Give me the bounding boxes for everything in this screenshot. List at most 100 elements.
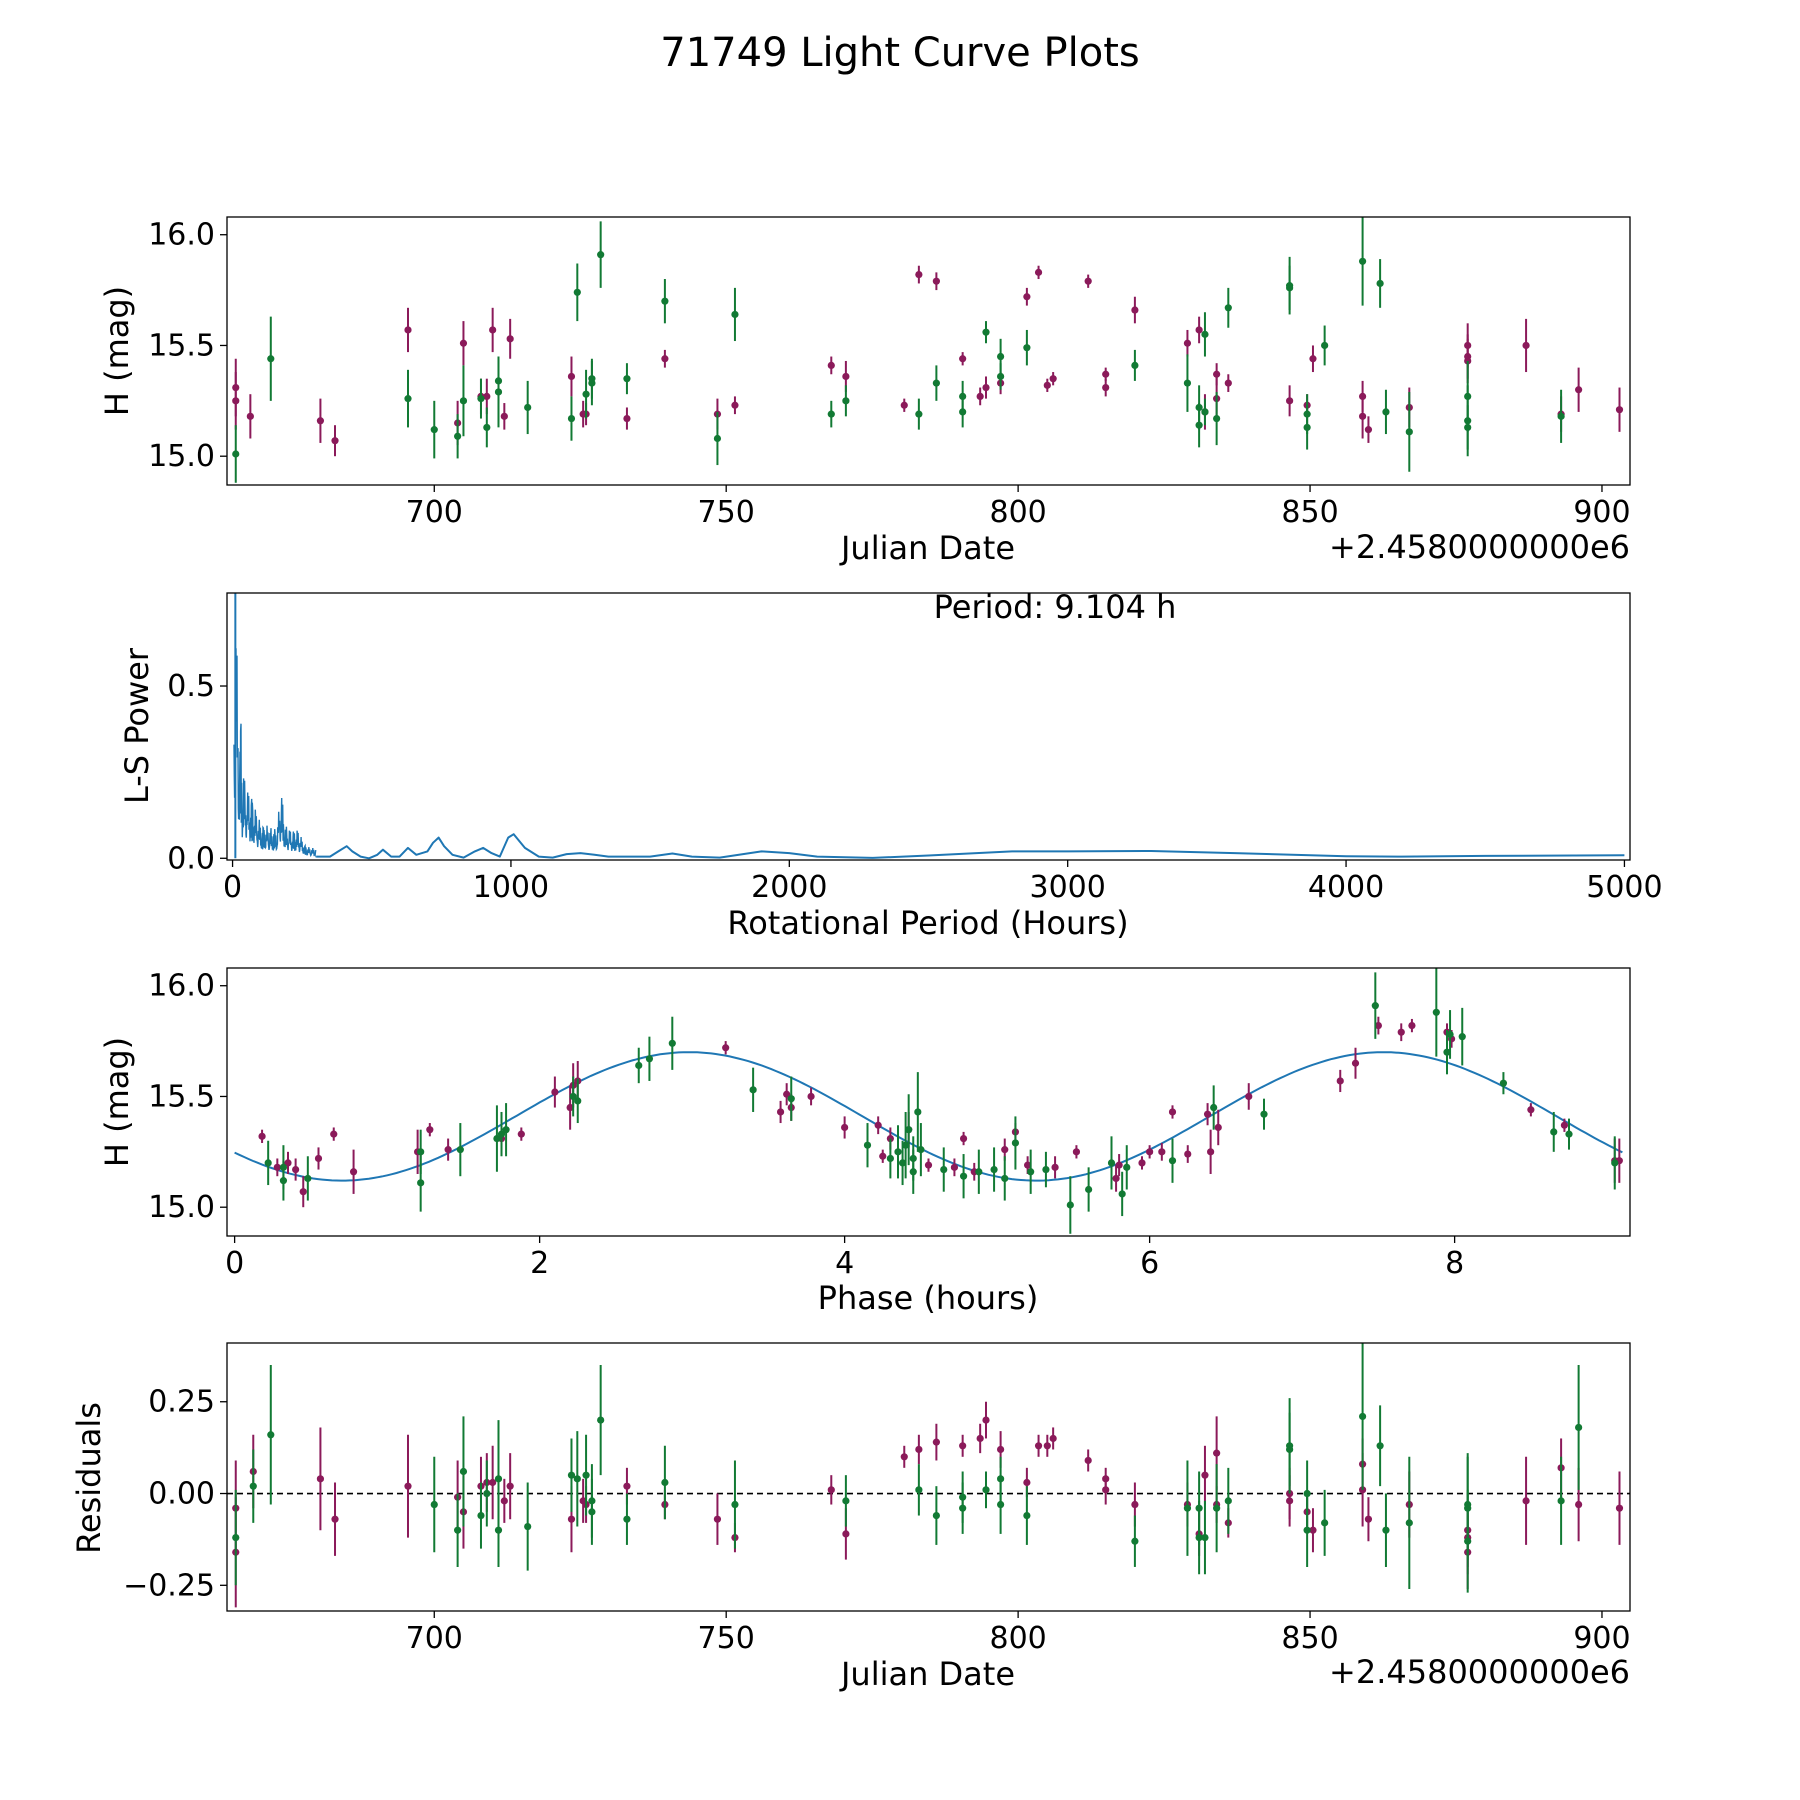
- filter-b-point: [567, 1471, 576, 1479]
- filter-a-point: [874, 1121, 882, 1129]
- filter-a-point: [331, 1515, 339, 1523]
- phased-ytick-label: 15.5: [148, 1079, 215, 1114]
- filter-a-point: [1146, 1148, 1154, 1156]
- filter-b-point: [898, 1159, 907, 1167]
- filter-a-point: [566, 1103, 574, 1112]
- filter-b-point: [635, 1061, 643, 1070]
- filter-b-point: [842, 1497, 850, 1505]
- filter-b-point: [1565, 1130, 1573, 1138]
- lightcurve-ytick-label: 16.0: [148, 218, 215, 253]
- filter-a-point: [1408, 1021, 1416, 1030]
- filter-b-point: [1321, 1519, 1329, 1527]
- periodogram-smooth-line: [316, 833, 1625, 860]
- filter-b-point: [1131, 1537, 1139, 1545]
- lightcurve-ticks: 700 750 800 850 900 15.0 15.5 16.0: [148, 218, 1630, 530]
- filter-a-point: [1084, 1456, 1092, 1465]
- filter-a-point: [1023, 1478, 1031, 1487]
- filter-a-point: [1351, 1059, 1360, 1067]
- filter-b-point: [573, 1475, 581, 1483]
- periodogram-ytick-label: 0.0: [167, 841, 215, 876]
- filter-a-point: [1168, 1108, 1177, 1116]
- filter-a-point: [1374, 1021, 1382, 1030]
- filter-b-point: [932, 379, 940, 387]
- lightcurve-ytick-label: 15.0: [148, 439, 215, 474]
- filter-b-point: [940, 1165, 948, 1174]
- filter-a-point: [1309, 355, 1317, 363]
- phased-ylabel: H (mag): [98, 1037, 136, 1167]
- filter-b-point: [1382, 1526, 1390, 1534]
- filter-a-point: [1115, 1161, 1123, 1169]
- periodogram-ylabel: L-S Power: [118, 647, 156, 804]
- filter-a-point: [1201, 1471, 1209, 1479]
- filter-b-point: [982, 328, 990, 336]
- residuals-axes-frame: [226, 1342, 1631, 1612]
- filter-b-point: [1303, 410, 1311, 418]
- filter-a-point: [722, 1044, 730, 1052]
- lightcurve-axes-frame: [226, 216, 1631, 486]
- periodogram-period-annotation: Period: 9.104 h: [934, 588, 1177, 626]
- filter-b-point: [1557, 412, 1565, 420]
- filter-b-point: [454, 1526, 462, 1534]
- filter-a-point: [1024, 1161, 1032, 1169]
- periodogram-xtick-label: 2000: [751, 870, 827, 905]
- periodogram-dense-line: [233, 648, 317, 858]
- phased-panel: 0 2 4 6 8 15.0 15.5 16.0 Phase (hours) H (mag): [98, 967, 1631, 1317]
- filter-a-point: [915, 1445, 923, 1454]
- filter-b-point: [304, 1174, 312, 1183]
- filter-b-point: [1303, 1526, 1311, 1534]
- filter-b-point: [1382, 408, 1390, 416]
- filter-a-point: [1615, 1504, 1624, 1512]
- periodogram-xtick-label: 4000: [1308, 870, 1384, 905]
- filter-b-point: [982, 1486, 990, 1494]
- filter-a-point: [349, 1168, 358, 1176]
- filter-a-point: [976, 392, 984, 401]
- filter-b-point: [597, 251, 605, 259]
- filter-b-point: [1286, 1445, 1294, 1454]
- filter-a-point: [1286, 397, 1294, 405]
- filter-a-point: [932, 277, 940, 285]
- phased-xtick-label: 8: [1445, 1246, 1464, 1281]
- filter-a-point: [1207, 1148, 1215, 1156]
- filter-b-point: [454, 432, 462, 440]
- filter-b-point: [997, 1475, 1005, 1483]
- filter-b-point: [787, 1095, 795, 1103]
- filter-a-point: [1358, 392, 1367, 401]
- filter-a-point: [517, 1130, 525, 1138]
- filter-a-point: [1184, 1150, 1192, 1158]
- filter-b-point: [264, 1159, 272, 1167]
- filter-a-point: [713, 1515, 722, 1523]
- filter-b-point: [661, 297, 669, 305]
- filter-b-point: [909, 1168, 917, 1176]
- filter-b-point: [645, 1055, 654, 1063]
- filter-b-point: [1123, 1163, 1131, 1171]
- filter-b-point: [1321, 341, 1329, 350]
- filter-a-point: [1364, 426, 1373, 434]
- filter-a-point: [783, 1090, 791, 1098]
- residuals-ytick-label: −0.25: [123, 1568, 215, 1603]
- filter-a-point: [1084, 277, 1092, 285]
- filter-b-point: [997, 372, 1005, 381]
- filter-a-point: [426, 1126, 434, 1134]
- filter-a-point: [1522, 341, 1530, 350]
- filter-a-point: [1203, 1110, 1212, 1118]
- filter-b-point: [1358, 1412, 1367, 1421]
- filter-b-point: [975, 1168, 983, 1176]
- filter-b-point: [1376, 279, 1384, 288]
- filter-a-point: [1336, 1077, 1344, 1085]
- filter-b-point: [1443, 1048, 1451, 1056]
- filter-a-point: [1131, 306, 1139, 314]
- filter-a-point: [1102, 1486, 1110, 1494]
- residuals-xtick-label: 900: [1573, 1621, 1630, 1656]
- filter-a-point: [807, 1092, 815, 1101]
- filter-b-point: [1085, 1185, 1093, 1194]
- filter-a-point: [1397, 1028, 1405, 1036]
- filter-a-point: [1286, 1497, 1294, 1505]
- filter-b-point: [1376, 1442, 1384, 1450]
- filter-b-point: [863, 1141, 872, 1149]
- filter-a-point: [982, 1416, 990, 1424]
- periodogram-xtick-label: 1000: [473, 870, 549, 905]
- filter-b-point: [1371, 1002, 1379, 1010]
- phased-axes-frame: [226, 967, 1631, 1237]
- residuals-marks: [227, 1343, 1630, 1608]
- filter-b-point: [731, 1500, 739, 1509]
